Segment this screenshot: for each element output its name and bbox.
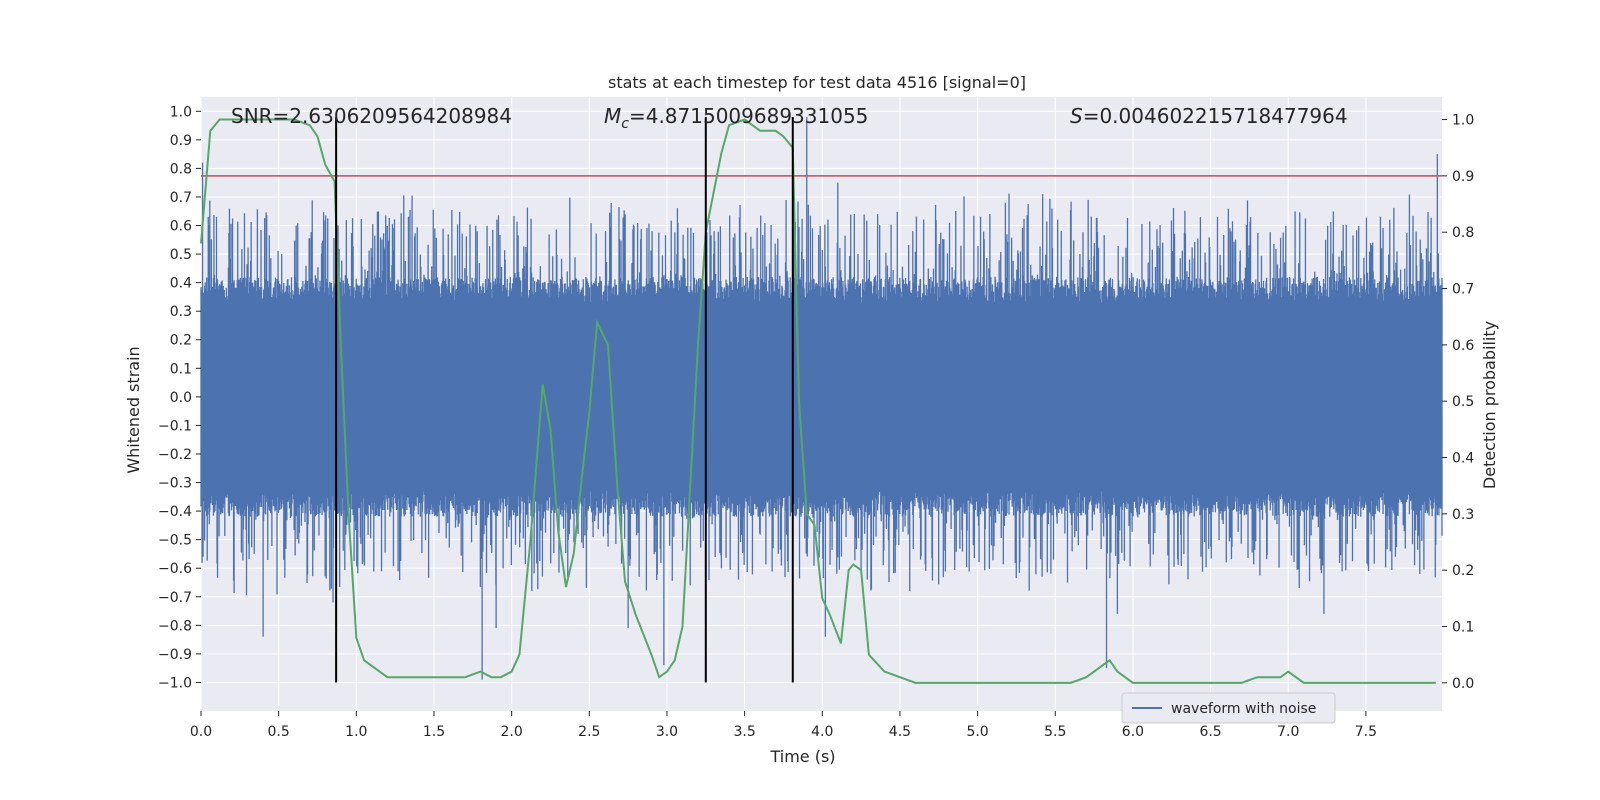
- y-left-tick-label: −0.3: [158, 476, 192, 492]
- x-tick-label: 6.5: [1199, 724, 1221, 740]
- y-left-tick-label: 0.8: [170, 161, 192, 177]
- y-right-tick-label: 1.0: [1452, 113, 1474, 129]
- x-tick-label: 3.0: [656, 724, 678, 740]
- y-left-tick-label: −0.6: [158, 561, 192, 577]
- legend: waveform with noise: [1121, 692, 1336, 724]
- y-left-tick-label: 0.7: [170, 190, 192, 206]
- chirp-mass-annotation: Mc=4.8715009689331055: [604, 104, 868, 132]
- x-axis-ticks: 0.0 0.5 1.0 1.5 2.0 2.5 3.0 3.5 4.0 4.5 5.0 5.5 6.0 6…: [190, 711, 1377, 740]
- y-axis-left-ticks: 1.0 0.9 0.8 0.7 0.6 0.5 0.4 0.3 0.2 0.1 0.0 −0.1 −0.…: [158, 104, 201, 691]
- y-left-tick-label: 0.5: [170, 247, 192, 263]
- s-annotation: S=0.004602215718477964: [1070, 104, 1348, 128]
- x-tick-label: 5.5: [1044, 724, 1066, 740]
- y-left-tick-label: 0.0: [170, 390, 192, 406]
- y-left-tick-label: −0.7: [158, 590, 192, 606]
- y-left-tick-label: 0.1: [170, 361, 192, 377]
- chirp-mass-value: =4.8715009689331055: [629, 104, 868, 128]
- y-left-tick-label: 1.0: [170, 104, 192, 120]
- y-right-tick-label: 0.3: [1452, 507, 1474, 523]
- chirp-mass-symbol: M: [604, 104, 621, 128]
- y-axis-left-label: Whitened strain: [124, 346, 143, 473]
- x-tick-label: 2.5: [578, 724, 600, 740]
- x-tick-label: 4.0: [811, 724, 833, 740]
- y-axis-right-label: Detection probability: [1480, 321, 1499, 489]
- x-tick-label: 2.0: [501, 724, 523, 740]
- y-right-tick-label: 0.9: [1452, 169, 1474, 185]
- x-tick-label: 7.5: [1355, 724, 1377, 740]
- y-left-tick-label: −0.4: [158, 504, 192, 520]
- y-left-tick-label: 0.3: [170, 304, 192, 320]
- x-tick-label: 0.5: [268, 724, 290, 740]
- y-right-tick-label: 0.1: [1452, 620, 1474, 636]
- y-left-tick-label: 0.6: [170, 219, 192, 235]
- y-left-tick-label: −0.1: [158, 418, 192, 434]
- x-tick-label: 1.5: [423, 724, 445, 740]
- y-left-tick-label: −0.5: [158, 533, 192, 549]
- y-right-tick-label: 0.2: [1452, 563, 1474, 579]
- y-left-tick-label: −0.8: [158, 618, 192, 634]
- y-left-tick-label: −0.9: [158, 647, 192, 663]
- vertical-markers: [335, 116, 794, 683]
- x-tick-label: 6.0: [1122, 724, 1144, 740]
- y-right-tick-label: 0.7: [1452, 282, 1474, 298]
- chirp-mass-subscript: c: [621, 116, 629, 132]
- y-right-tick-label: 0.6: [1452, 338, 1474, 354]
- x-axis-label: Time (s): [769, 747, 835, 766]
- x-tick-label: 5.0: [966, 724, 988, 740]
- s-symbol: S: [1070, 104, 1083, 128]
- y-right-tick-label: 0.8: [1452, 225, 1474, 241]
- x-tick-label: 3.5: [733, 724, 755, 740]
- detection-probability-line: [200, 118, 1436, 684]
- y-left-tick-label: 0.9: [170, 133, 192, 149]
- s-value: =0.004602215718477964: [1083, 104, 1348, 128]
- y-right-tick-label: 0.4: [1452, 451, 1474, 467]
- y-axis-right-ticks: 1.0 0.9 0.8 0.7 0.6 0.5 0.4 0.3 0.2 0.1 0.0: [1442, 113, 1474, 692]
- y-left-tick-label: −1.0: [158, 675, 192, 691]
- legend-box: [1121, 692, 1336, 724]
- legend-label: waveform with noise: [1171, 701, 1316, 717]
- y-left-tick-label: 0.2: [170, 333, 192, 349]
- x-tick-label: 1.0: [345, 724, 367, 740]
- snr-annotation: SNR=2.6306209564208984: [231, 104, 512, 128]
- x-tick-label: 4.5: [889, 724, 911, 740]
- y-left-tick-label: −0.2: [158, 447, 192, 463]
- x-tick-label: 7.0: [1277, 724, 1299, 740]
- y-right-tick-label: 0.0: [1452, 676, 1474, 692]
- x-tick-label: 0.0: [190, 724, 212, 740]
- chart-title: stats at each timestep for test data 451…: [608, 73, 1026, 92]
- y-right-tick-label: 0.5: [1452, 394, 1474, 410]
- y-left-tick-label: 0.4: [170, 276, 192, 292]
